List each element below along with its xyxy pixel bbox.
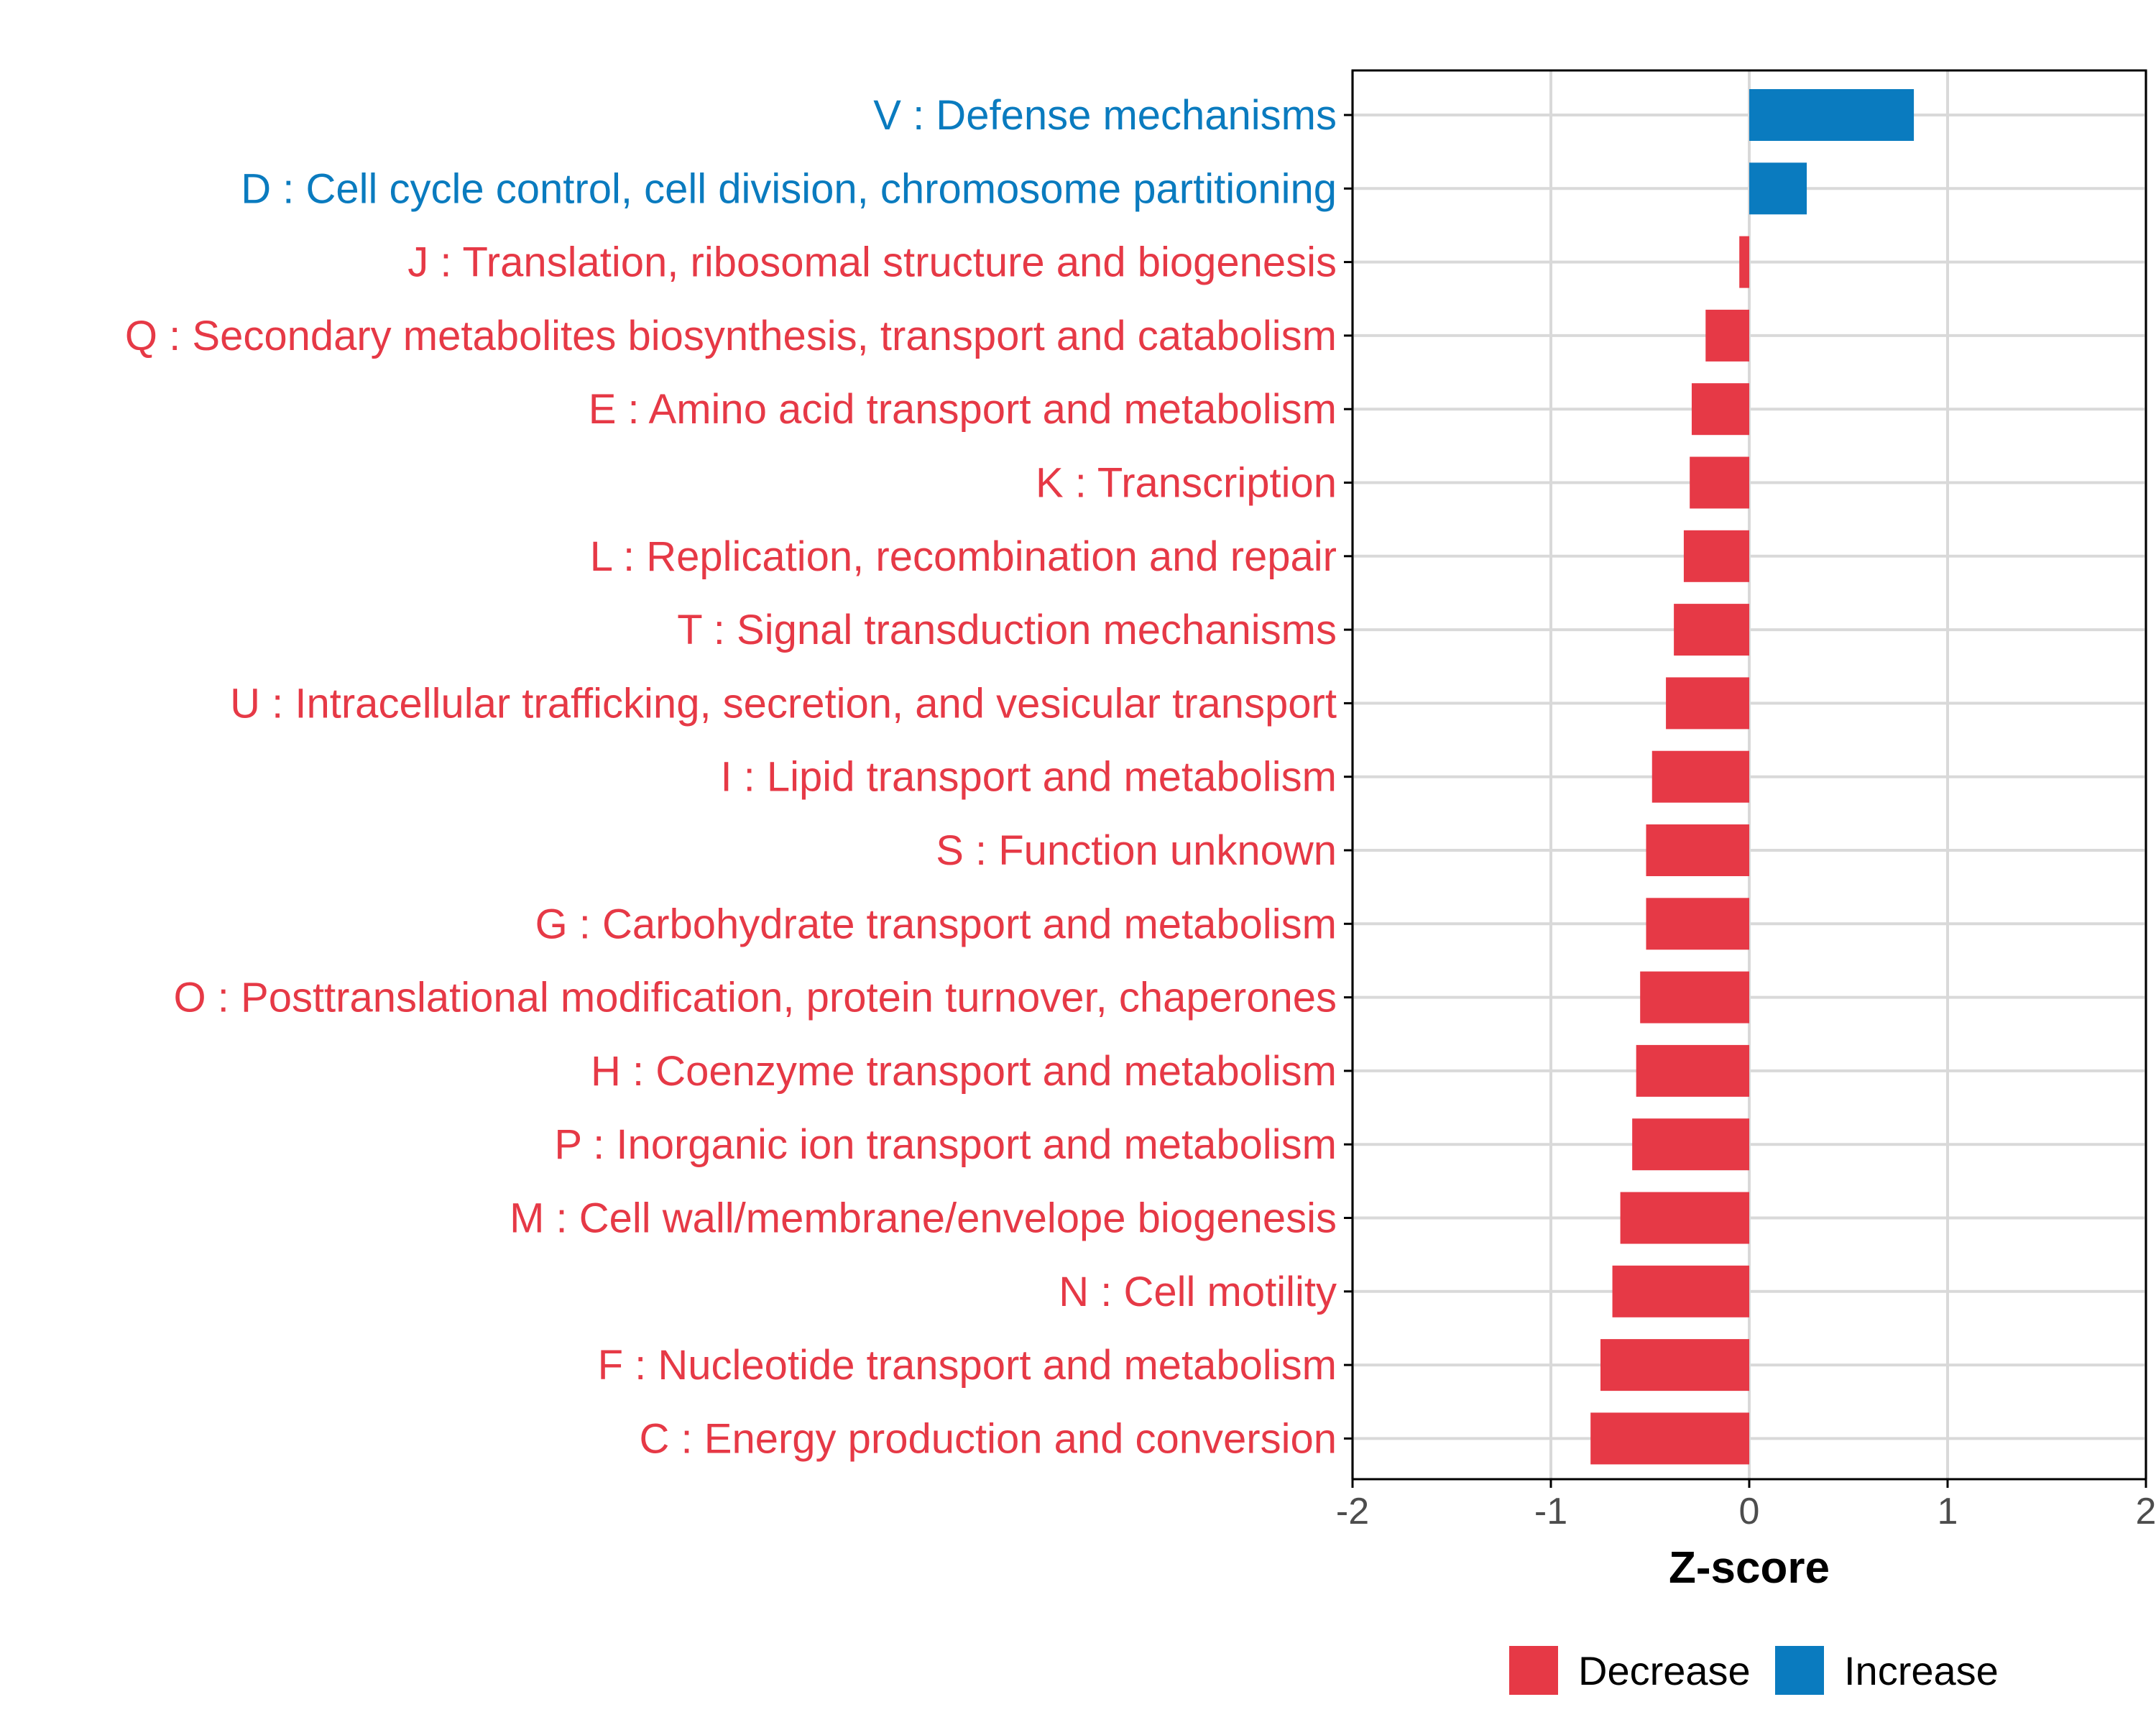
category-label: Q : Secondary metabolites biosynthesis, … <box>125 313 1337 359</box>
bar-8 <box>1674 604 1749 656</box>
category-label: E : Amino acid transport and metabolism <box>589 386 1337 433</box>
bar-19 <box>1590 1412 1749 1465</box>
x-tick-label: -1 <box>1534 1491 1567 1532</box>
bar-7 <box>1683 530 1749 582</box>
bar-5 <box>1691 383 1749 436</box>
category-label: H : Coenzyme transport and metabolism <box>591 1048 1337 1095</box>
category-label: T : Signal transduction mechanisms <box>677 607 1337 653</box>
x-tick-label: 1 <box>1938 1491 1958 1532</box>
legend-label-decrease: Decrease <box>1578 1648 1751 1693</box>
bar-11 <box>1646 824 1749 876</box>
bar-17 <box>1612 1265 1749 1317</box>
x-tick-label: 2 <box>2136 1491 2156 1532</box>
legend-label-increase: Increase <box>1844 1648 1999 1693</box>
legend-key-increase <box>1775 1646 1824 1695</box>
x-axis-title: Z-score <box>1669 1543 1830 1593</box>
category-label: K : Transcription <box>1036 460 1337 507</box>
legend: Decrease Increase <box>1509 1646 1999 1695</box>
bar-14 <box>1636 1044 1749 1097</box>
category-label: J : Translation, ribosomal structure and… <box>407 239 1337 286</box>
legend-key-decrease <box>1509 1646 1558 1695</box>
x-tick-label: 0 <box>1739 1491 1760 1532</box>
category-label: F : Nucleotide transport and metabolism <box>598 1342 1337 1389</box>
category-label: C : Energy production and conversion <box>640 1415 1337 1462</box>
x-axis: -2 -1 0 1 2 <box>1336 1479 2156 1532</box>
y-axis-labels: V : Defense mechanisms D : Cell cycle con… <box>125 92 1337 1462</box>
category-label: S : Function unknown <box>936 827 1337 874</box>
bar-2 <box>1749 162 1807 215</box>
category-label: I : Lipid transport and metabolism <box>720 754 1337 801</box>
category-label: L : Replication, recombination and repai… <box>590 533 1337 580</box>
bar-10 <box>1651 750 1749 803</box>
category-label: U : Intracellular trafficking, secretion… <box>230 680 1337 727</box>
category-label: O : Posttranslational modification, prot… <box>174 975 1337 1021</box>
bar-18 <box>1600 1339 1749 1392</box>
category-label: N : Cell motility <box>1059 1269 1337 1315</box>
bar-4 <box>1705 309 1749 362</box>
bar-1 <box>1749 89 1915 141</box>
bar-15 <box>1632 1118 1749 1171</box>
bar-12 <box>1646 898 1749 950</box>
bar-16 <box>1620 1192 1749 1244</box>
bars <box>1590 89 1915 1465</box>
category-label: M : Cell wall/membrane/envelope biogenes… <box>510 1195 1337 1242</box>
category-label: V : Defense mechanisms <box>873 92 1337 139</box>
category-label: D : Cell cycle control, cell division, c… <box>241 165 1337 212</box>
bar-13 <box>1640 971 1749 1024</box>
bar-3 <box>1739 236 1749 288</box>
bar-9 <box>1666 677 1749 730</box>
category-label: G : Carbohydrate transport and metabolis… <box>535 901 1337 947</box>
x-tick-label: -2 <box>1336 1491 1369 1532</box>
category-label: P : Inorganic ion transport and metaboli… <box>554 1121 1337 1168</box>
bar-6 <box>1690 456 1749 509</box>
y-axis-ticks <box>1344 114 1353 1440</box>
